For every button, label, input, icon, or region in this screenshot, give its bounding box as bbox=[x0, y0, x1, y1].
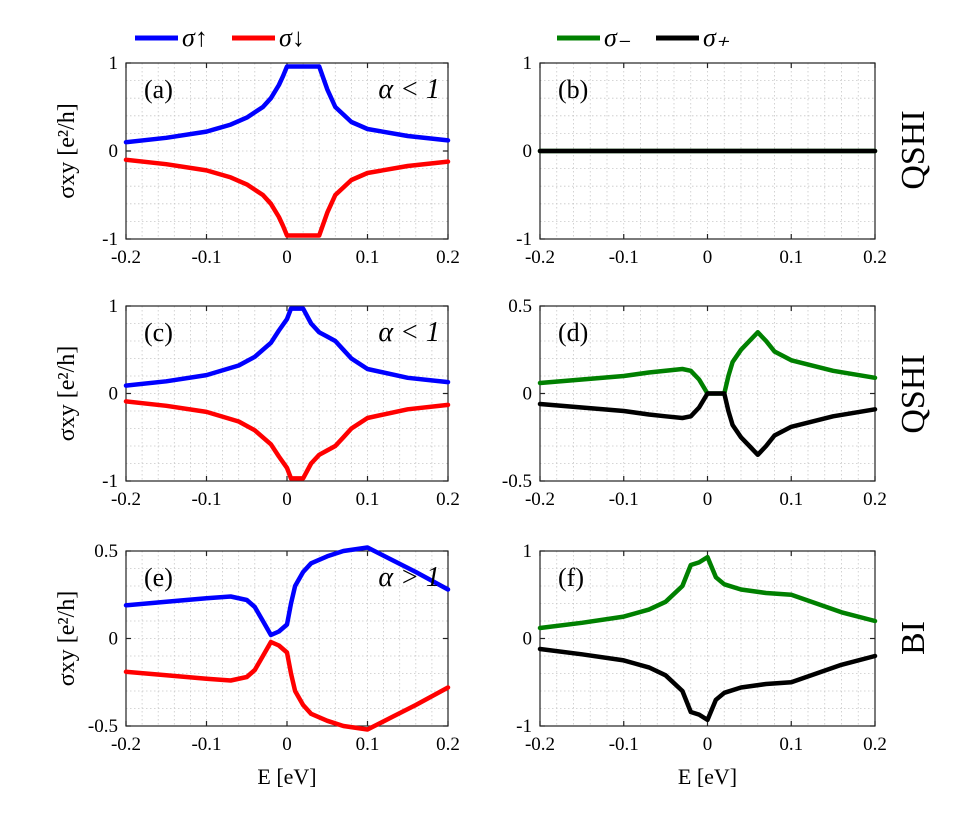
x-tick-label: -0.1 bbox=[191, 734, 221, 755]
x-tick-label: 0.2 bbox=[863, 734, 887, 755]
x-tick-label: 0.1 bbox=[779, 734, 803, 755]
x-tick-label: -0.1 bbox=[191, 247, 221, 268]
panel-label: (e) bbox=[144, 563, 173, 592]
series-line-σ↓ bbox=[123, 157, 451, 238]
x-tick-label: -0.1 bbox=[609, 247, 639, 268]
series-line-σ₊ bbox=[537, 391, 878, 458]
y-axis-label: σxy [e²/h] bbox=[54, 346, 80, 441]
x-tick-label: 0 bbox=[282, 489, 292, 510]
series-line-σ₋ bbox=[537, 554, 878, 631]
x-tick-label: 0 bbox=[703, 489, 713, 510]
x-tick-label: 0.1 bbox=[356, 734, 380, 755]
legend-left: σ↑ σ↓ bbox=[135, 23, 305, 52]
y-tick-label: 1 bbox=[523, 53, 533, 74]
y-tick-label: 0 bbox=[109, 384, 119, 405]
panel-c: -0.2 -0.1 0 0.1 0.2 1 0 -1 (c) α < 1 σxy [e²/h] bbox=[54, 296, 460, 510]
x-tick-label: 0.1 bbox=[356, 489, 380, 510]
series-line-σ↑ bbox=[123, 545, 451, 638]
panel-b: -0.2 -0.1 0 0.1 0.2 1 0 -1 (b) bbox=[516, 53, 887, 268]
panel-label: (d) bbox=[558, 318, 588, 347]
series-line-σ↓ bbox=[123, 639, 451, 732]
y-tick-label: 0 bbox=[523, 384, 533, 405]
y-tick-label: 1 bbox=[523, 541, 533, 562]
x-tick-label: 0 bbox=[703, 247, 713, 268]
x-tick-label: 0.1 bbox=[356, 247, 380, 268]
x-tick-label: 0 bbox=[282, 247, 292, 268]
panel-label: (a) bbox=[144, 75, 173, 104]
y-tick-label: 0 bbox=[523, 141, 533, 162]
y-tick-label: -0.5 bbox=[88, 716, 118, 737]
series-line-σ↑ bbox=[123, 306, 451, 388]
panel-label: (f) bbox=[558, 563, 584, 592]
x-tick-label: 0.2 bbox=[436, 247, 460, 268]
x-tick-label: 0.2 bbox=[863, 489, 887, 510]
row-label-3: BI bbox=[895, 621, 932, 655]
y-tick-label: -1 bbox=[102, 229, 118, 250]
condition-label: α < 1 bbox=[378, 74, 440, 105]
x-axis-label: E [eV] bbox=[257, 764, 316, 789]
panel-label: (b) bbox=[558, 75, 588, 104]
panel-f: -0.2 -0.1 0 0.1 0.2 1 0 -1 (f) E [eV] bbox=[516, 541, 887, 789]
x-tick-label: -0.2 bbox=[111, 489, 141, 510]
x-tick-label: 0.1 bbox=[779, 247, 803, 268]
y-tick-label: -1 bbox=[102, 471, 118, 492]
y-tick-label: 0 bbox=[109, 629, 119, 650]
x-tick-label: -0.1 bbox=[609, 489, 639, 510]
x-tick-label: -0.1 bbox=[609, 734, 639, 755]
row-label-2: QSHI bbox=[895, 354, 932, 433]
x-tick-label: 0 bbox=[703, 734, 713, 755]
panel-a: -0.2 -0.1 0 0.1 0.2 1 0 -1 (a) α < 1 σxy [e²/h] bbox=[54, 53, 460, 268]
row-label-1: QSHI bbox=[895, 110, 932, 189]
x-tick-label: 0.2 bbox=[436, 489, 460, 510]
x-axis-label: E [eV] bbox=[678, 764, 737, 789]
y-tick-label: 0.5 bbox=[508, 296, 532, 317]
y-tick-label: 0.5 bbox=[94, 541, 118, 562]
y-axis-label: σxy [e²/h] bbox=[54, 103, 80, 198]
x-tick-label: 0.2 bbox=[436, 734, 460, 755]
x-tick-label: 0.1 bbox=[779, 489, 803, 510]
legend-label-sigma-minus: σ₋ bbox=[604, 23, 631, 52]
x-tick-label: -0.1 bbox=[191, 489, 221, 510]
legend-label-sigma-plus: σ₊ bbox=[703, 23, 730, 52]
legend-right: σ₋ σ₊ bbox=[557, 23, 730, 52]
panel-e: -0.2 -0.1 0 0.1 0.2 0.5 0 -0.5 (e) α > 1 σxy [e²/h… bbox=[54, 541, 460, 789]
y-tick-label: 0 bbox=[523, 629, 533, 650]
y-tick-label: -1 bbox=[516, 229, 532, 250]
y-tick-label: 1 bbox=[109, 296, 119, 317]
x-tick-label: -0.2 bbox=[111, 734, 141, 755]
series-line-σ↓ bbox=[123, 399, 451, 481]
x-tick-label: -0.2 bbox=[525, 734, 555, 755]
panel-d: -0.2 -0.1 0 0.1 0.2 0.5 0 -0.5 (d) bbox=[502, 296, 887, 510]
x-tick-label: -0.2 bbox=[111, 247, 141, 268]
condition-label: α < 1 bbox=[378, 317, 440, 348]
series-line-σ₊ bbox=[537, 646, 878, 723]
y-tick-label: 1 bbox=[109, 53, 119, 74]
x-tick-label: -0.2 bbox=[525, 489, 555, 510]
x-tick-label: 0.2 bbox=[863, 247, 887, 268]
y-tick-label: 0 bbox=[109, 141, 119, 162]
y-tick-label: -0.5 bbox=[502, 471, 532, 492]
legend-label-sigma-down: σ↓ bbox=[279, 23, 305, 52]
legend-label-sigma-up: σ↑ bbox=[182, 23, 208, 52]
x-tick-label: 0 bbox=[282, 734, 292, 755]
y-axis-label: σxy [e²/h] bbox=[54, 591, 80, 686]
y-tick-label: -1 bbox=[516, 716, 532, 737]
x-tick-label: -0.2 bbox=[525, 247, 555, 268]
condition-label: α > 1 bbox=[378, 562, 440, 593]
panel-label: (c) bbox=[144, 318, 173, 347]
series-line-σ↑ bbox=[123, 64, 451, 145]
